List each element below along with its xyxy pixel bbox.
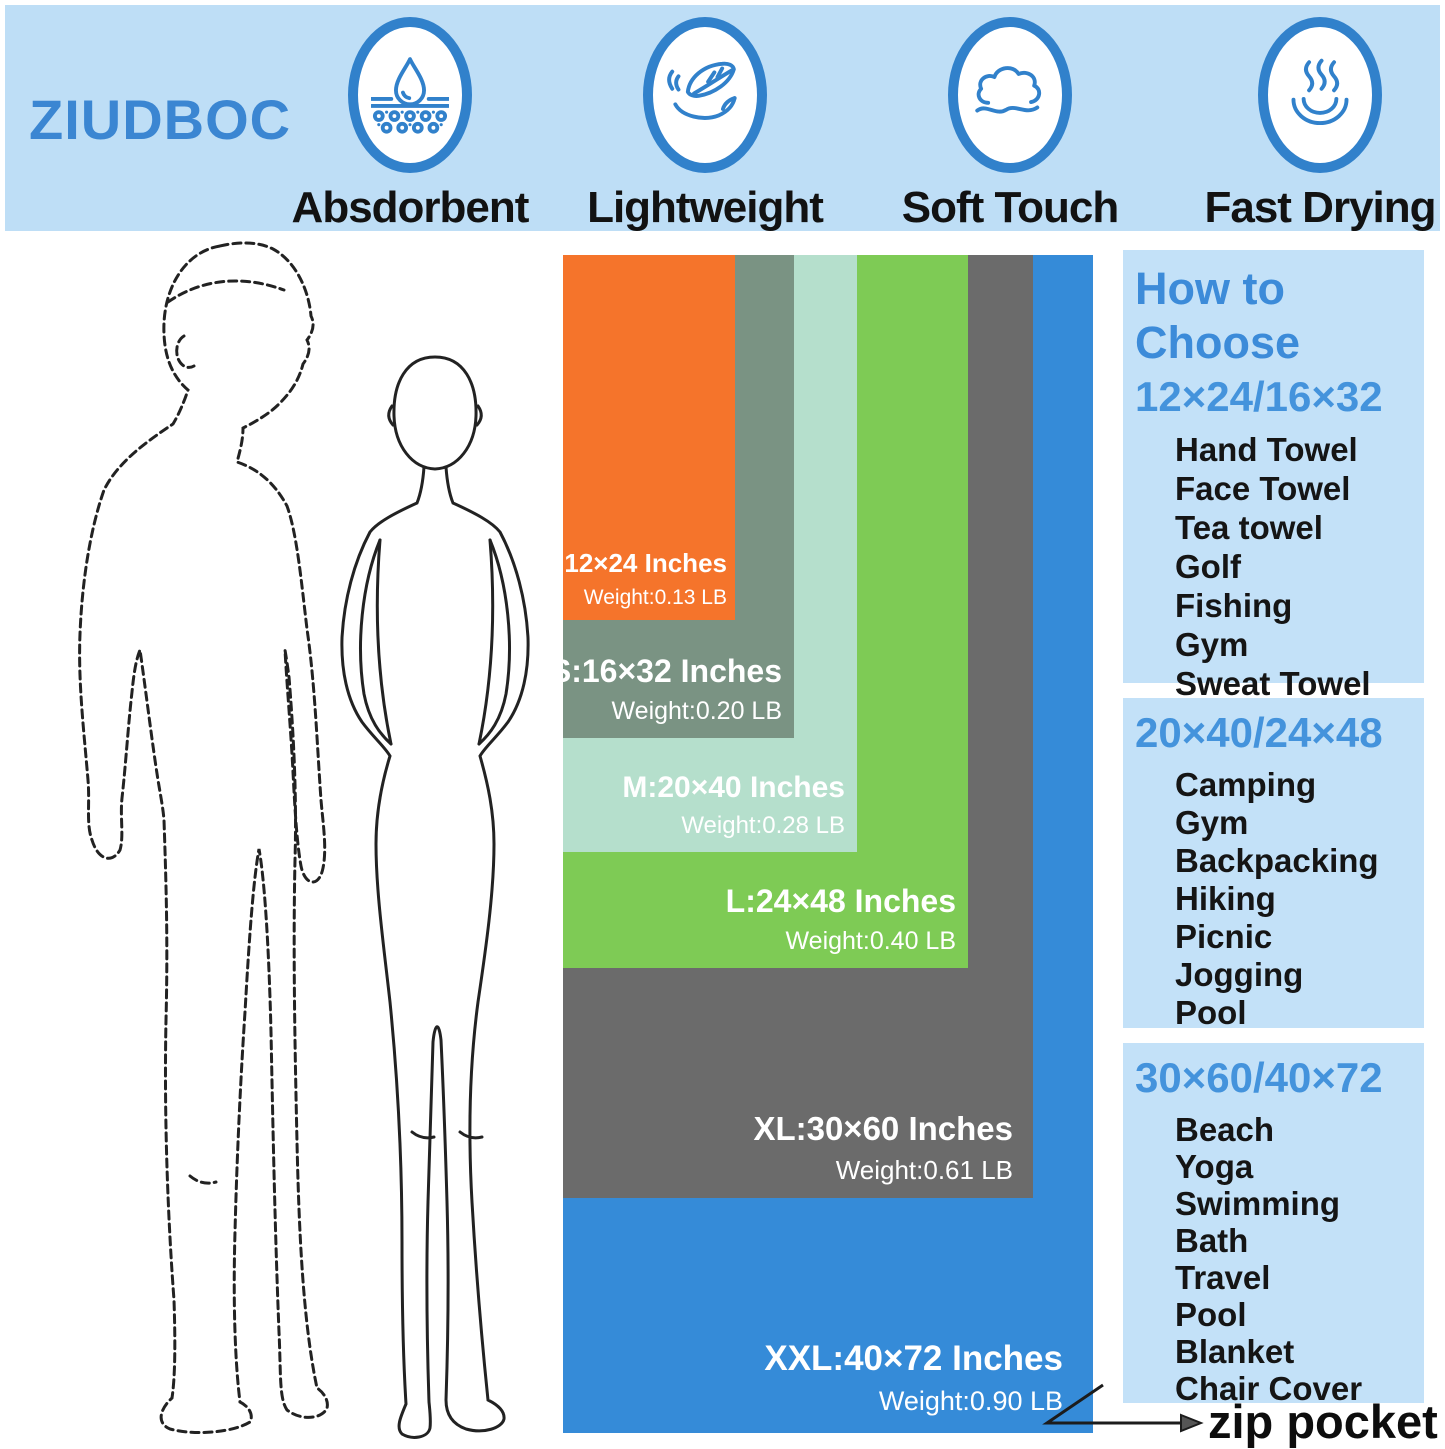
feature-fast-drying: Fast Drying [1170,5,1445,232]
towel-label: XXL:40×72 Inches Weight:0.90 LB [764,1339,1063,1417]
zip-pocket-label: zip pocket [1208,1395,1438,1448]
feature-soft-touch: Soft Touch [860,5,1160,232]
guide-use-item: Sweat Towel [1175,665,1371,702]
guide-use-item: Golf [1175,548,1241,585]
towel-weight-label: Weight:0.13 LB [583,586,727,609]
guide-use-item: Jogging [1175,956,1304,993]
towel-label: XL:30×60 Inches Weight:0.61 LB [753,1110,1013,1186]
guide-use-item: Pool [1175,994,1247,1031]
guide-use-item: Pool [1175,1296,1247,1333]
guide-use-item: Blanket [1175,1333,1295,1370]
towel-weight-label: Weight:0.28 LB [681,812,845,839]
guide-panel-small-sizes: How to Choose 12×24/16×32 Hand Towel Face… [1123,250,1424,702]
header-banner: ZIUDBOC Absdorbent [5,5,1440,232]
towel-weight-label: Weight:0.90 LB [878,1386,1063,1416]
guide-use-item: Tea towel [1175,509,1323,546]
towel-size-label: S:16×32 Inches [549,653,782,689]
towel-weight-label: Weight:0.61 LB [835,1155,1013,1185]
guide-use-list: Beach Yoga Swimming Bath Travel Pool Blanket Ch… [1175,1111,1424,1407]
brand-logo: ZIUDBOC [29,88,292,151]
guide-heading: 30×60/40×72 [1135,1054,1383,1101]
towel-weight-label: Weight:0.20 LB [611,697,782,725]
towel-label: XS:12×24 Inches Weight:0.13 LB [521,548,727,610]
absorbent-icon [348,17,472,173]
guide-use-item: Gym [1175,626,1249,663]
guide-title: How to Choose [1135,263,1301,368]
guide-use-list: Hand Towel Face Towel Tea towel Golf Fishing… [1175,430,1424,703]
guide-use-item: Yoga [1175,1148,1254,1185]
guide-use-item: Fishing [1175,587,1293,624]
woman-outline-sketch [340,355,530,1439]
towel-weight-label: Weight:0.40 LB [785,927,956,955]
guide-use-item: Bath [1175,1222,1249,1259]
guide-heading: 12×24/16×32 [1135,373,1383,420]
guide-use-item: Picnic [1175,918,1273,955]
towel-label: L:24×48 Inches Weight:0.40 LB [726,883,956,956]
towel-size-label: L:24×48 Inches [725,883,956,919]
guide-use-item: Gym [1175,804,1249,841]
guide-heading: 20×40/24×48 [1135,709,1383,756]
towel-size-label: M:20×40 Inches [622,771,845,804]
guide-use-item: Hiking [1175,880,1276,917]
guide-panel-large-sizes: 30×60/40×72 Beach Yoga Swimming Bath Travel P… [1123,1043,1424,1407]
guide-use-item: Face Towel [1175,470,1351,507]
cloud-icon [948,17,1072,173]
body-size-illustration [78,241,530,1439]
guide-use-item: Swimming [1175,1185,1341,1222]
steam-icon [1258,17,1382,173]
guide-use-item: Chair Cover [1175,1370,1363,1407]
towel-label: M:20×40 Inches Weight:0.28 LB [622,771,845,840]
towel-size-label: XS:12×24 Inches [521,548,727,578]
feature-label: Soft Touch [901,183,1119,232]
feature-absorbent: Absdorbent [260,5,560,232]
feature-label: Absdorbent [291,183,530,232]
feature-lightweight: Lightweight [555,5,855,232]
towel-size-label: XXL:40×72 Inches [764,1339,1063,1378]
guide-use-list: Camping Gym Backpacking Hiking Picnic Jogging… [1175,766,1424,1032]
feature-label: Lightweight [587,183,824,232]
guide-use-item: Backpacking [1175,842,1379,879]
feather-hand-icon [643,17,767,173]
guide-use-item: Travel [1175,1259,1271,1296]
guide-panel-medium-sizes: 20×40/24×48 Camping Gym Backpacking Hiking P… [1123,698,1424,1031]
size-comparison-chart: XXL:40×72 Inches Weight:0.90 LB XL:30×60… [521,255,1093,1433]
guide-use-item: Hand Towel [1175,431,1358,468]
zip-pocket-arrow [1042,1383,1204,1433]
guide-use-item: Camping [1175,766,1317,803]
towel-size-label: XL:30×60 Inches [753,1110,1013,1147]
towel-rect-xs: XS:12×24 Inches Weight:0.13 LB [521,255,735,620]
man-outline-sketch [78,241,329,1434]
feature-label: Fast Drying [1204,183,1436,232]
towel-label: S:16×32 Inches Weight:0.20 LB [550,653,782,726]
guide-use-item: Beach [1175,1111,1275,1148]
